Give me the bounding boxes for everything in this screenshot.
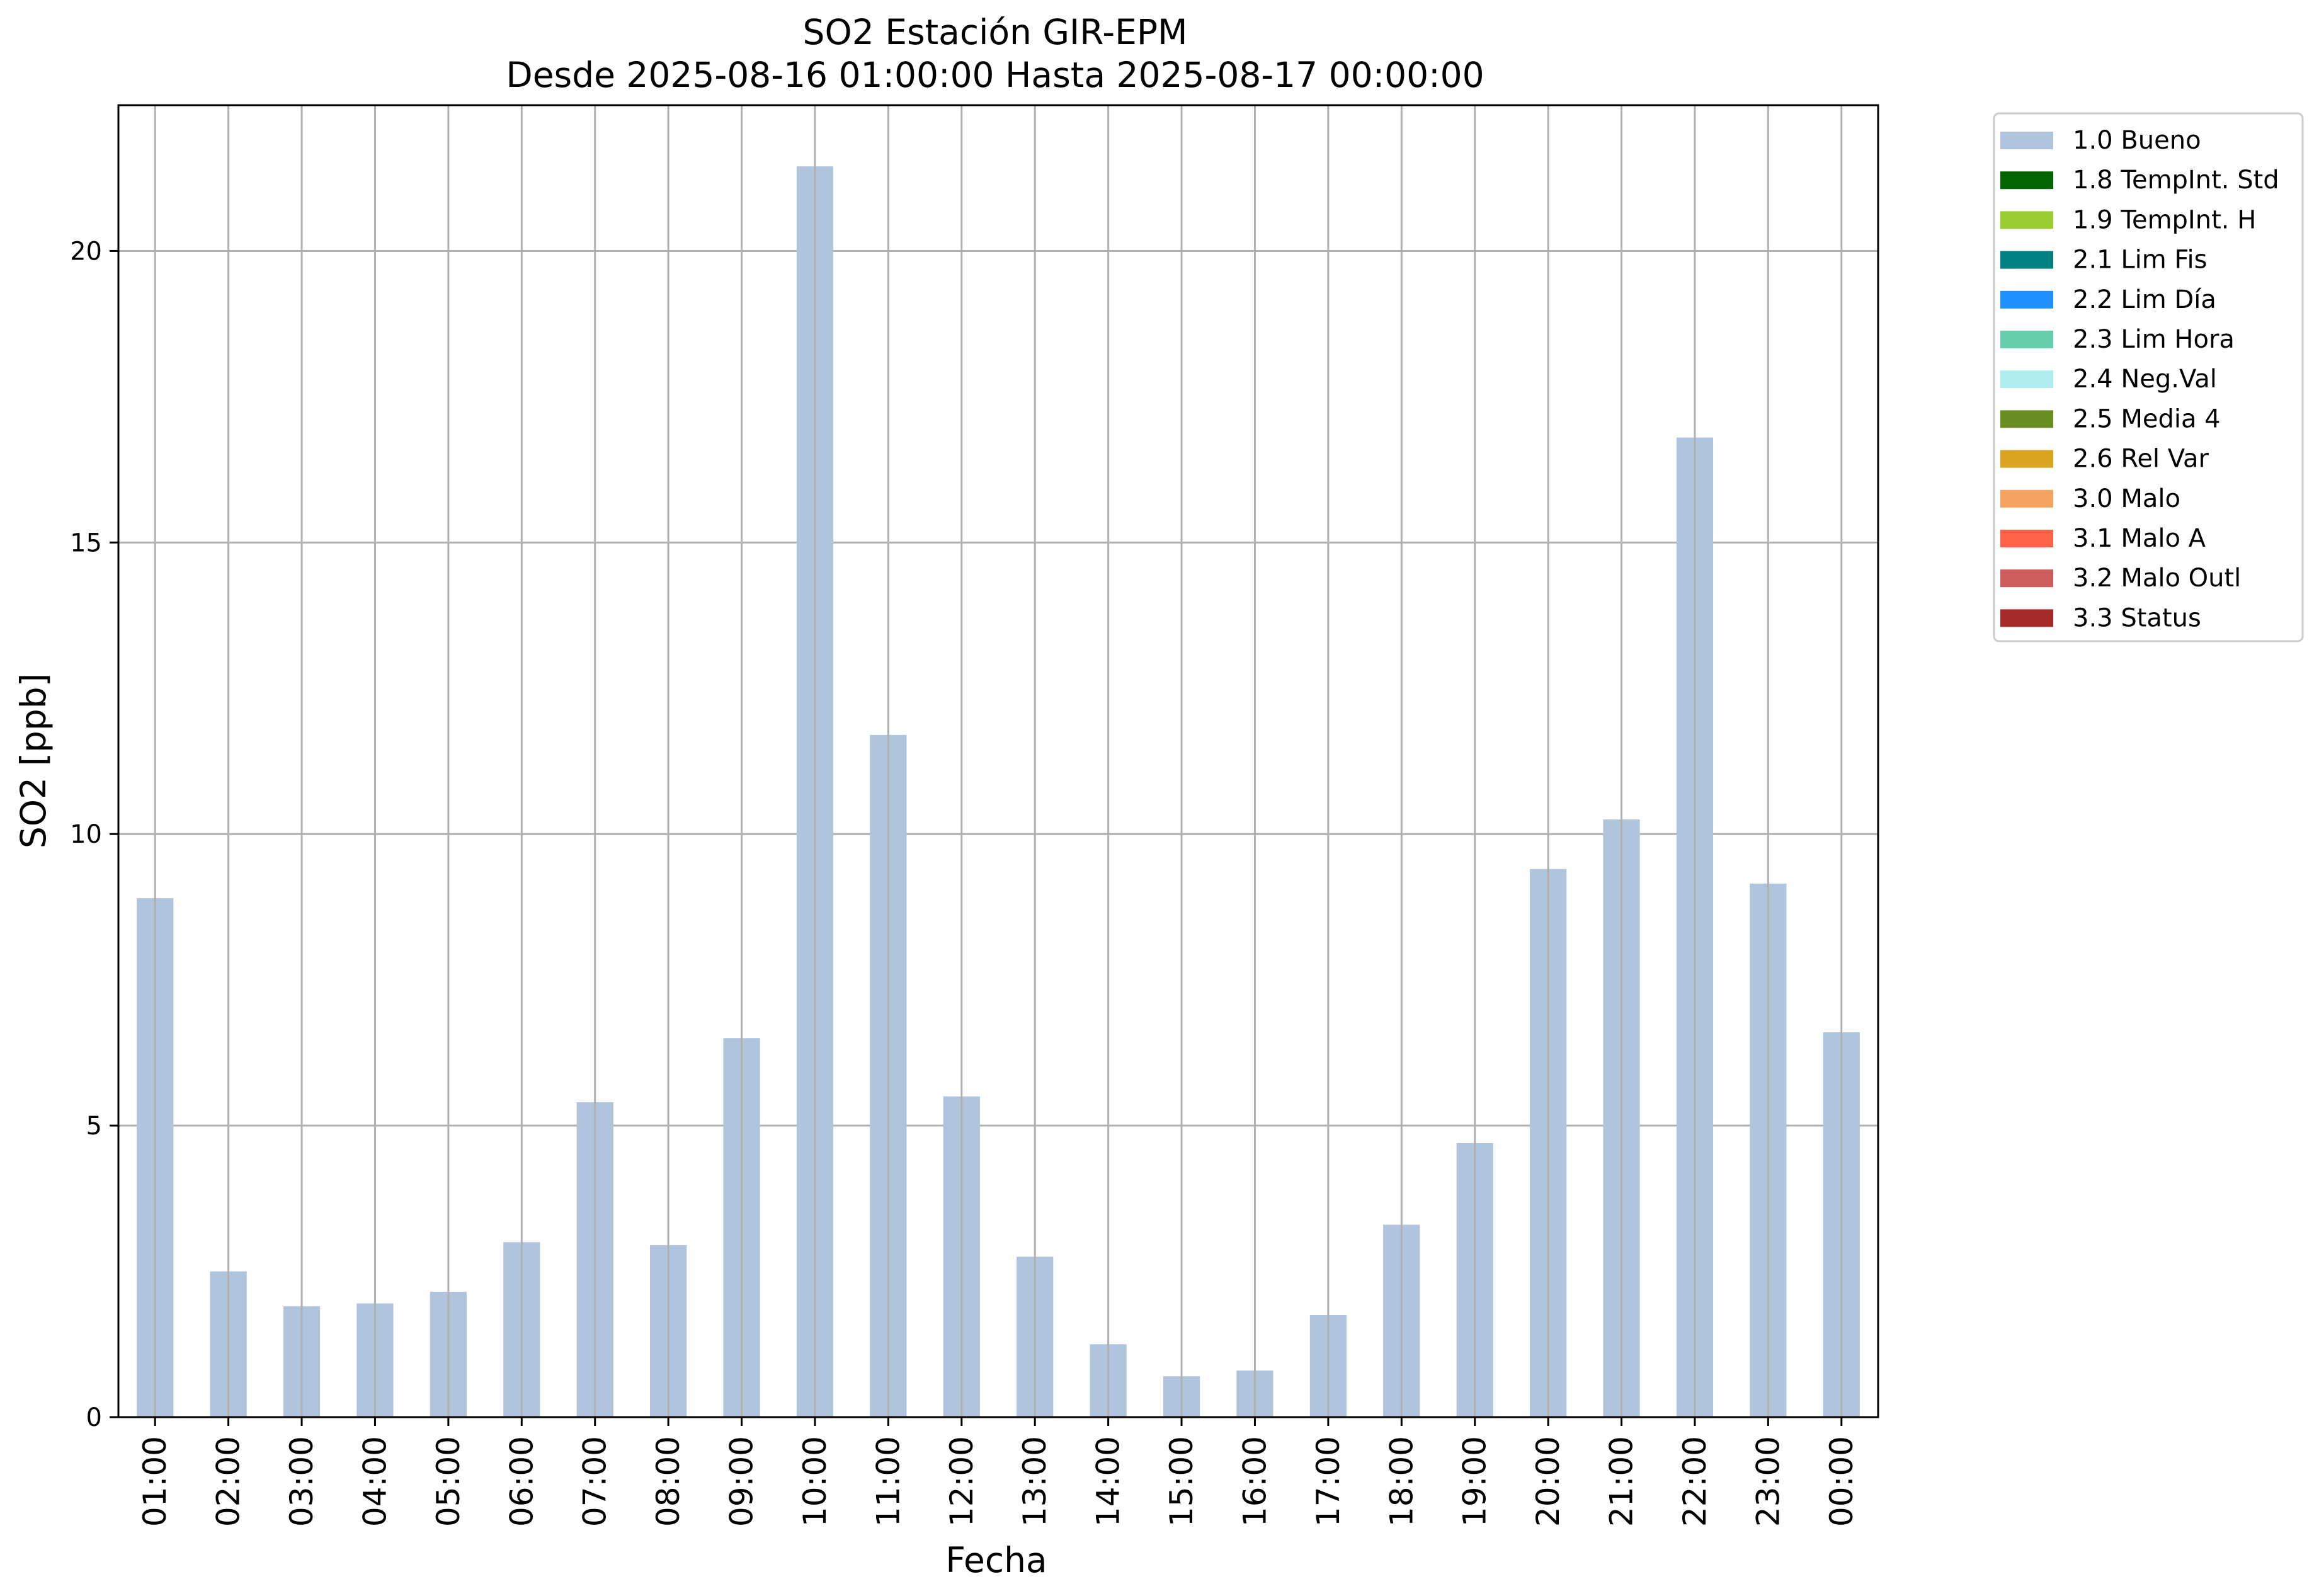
legend: 1.0 Bueno 1.8 TempInt. Std 1.9 TempInt. H 2… — [1993, 112, 2304, 642]
legend-swatch — [2000, 290, 2053, 309]
x-tick-label: 18:00 — [1383, 1436, 1420, 1527]
legend-label: 3.1 Malo A — [2073, 524, 2206, 553]
y-tick-label: 0 — [86, 1403, 102, 1432]
legend-swatch — [2000, 331, 2053, 348]
y-tick-label: 15 — [70, 528, 102, 557]
x-tick-label: 12:00 — [943, 1436, 980, 1527]
legend-frame — [1993, 112, 2304, 642]
legend-swatch — [2000, 211, 2053, 229]
legend-swatch — [2000, 171, 2053, 190]
legend-swatch — [2000, 450, 2053, 468]
x-tick-label: 04:00 — [356, 1436, 393, 1527]
legend-label: 1.0 Bueno — [2073, 126, 2201, 155]
x-grid — [154, 105, 1843, 1417]
legend-swatch — [2000, 410, 2053, 428]
legend-label: 1.8 TempInt. Std — [2073, 166, 2279, 195]
legend-swatch — [2000, 609, 2053, 627]
y-axis: 0 5 10 15 20 — [70, 237, 118, 1432]
legend-items: 1.0 Bueno 1.8 TempInt. Std 1.9 TempInt. H 2… — [2000, 126, 2279, 632]
legend-label: 2.5 Media 4 — [2073, 404, 2221, 433]
x-tick-label: 15:00 — [1163, 1436, 1200, 1527]
y-axis-label: SO2 [ppb] — [13, 673, 54, 848]
legend-label: 1.9 TempInt. H — [2073, 205, 2256, 234]
legend-swatch — [2000, 489, 2053, 508]
legend-swatch — [2000, 251, 2053, 269]
x-tick-label: 05:00 — [430, 1436, 467, 1527]
x-tick-label: 06:00 — [503, 1436, 540, 1527]
x-axis: 01:00 02:00 03:00 04:00 05:00 06:00 07:00 08:00… — [137, 1417, 1860, 1527]
x-tick-label: 08:00 — [650, 1436, 687, 1527]
chart-subtitle: Desde 2025-08-16 01:00:00 Hasta 2025-08-… — [506, 55, 1484, 95]
bars — [137, 166, 1860, 1417]
chart-title: SO2 Estación GIR-EPM — [803, 12, 1188, 52]
y-tick-label: 20 — [70, 237, 102, 266]
legend-label: 3.0 Malo — [2073, 484, 2180, 513]
x-tick-label: 22:00 — [1677, 1436, 1713, 1527]
plot-frame — [117, 104, 1879, 1418]
x-tick-label: 10:00 — [797, 1436, 833, 1527]
legend-swatch — [2000, 370, 2053, 389]
legend-swatch — [2000, 569, 2053, 588]
legend-swatch — [2000, 530, 2053, 547]
legend-label: 2.3 Lim Hora — [2073, 325, 2235, 354]
x-tick-label: 09:00 — [724, 1436, 760, 1527]
x-tick-label: 20:00 — [1530, 1436, 1566, 1527]
x-tick-label: 11:00 — [870, 1436, 906, 1527]
x-tick-label: 00:00 — [1823, 1436, 1860, 1527]
x-axis-label: Fecha — [945, 1540, 1047, 1580]
legend-label: 2.1 Lim Fis — [2073, 246, 2207, 275]
x-tick-label: 17:00 — [1310, 1436, 1347, 1527]
legend-label: 2.2 Lim Día — [2073, 285, 2216, 314]
legend-swatch — [2000, 132, 2053, 149]
legend-label: 2.6 Rel Var — [2073, 445, 2209, 474]
x-tick-label: 01:00 — [137, 1436, 173, 1527]
legend-label: 3.3 Status — [2073, 603, 2201, 632]
x-tick-label: 03:00 — [283, 1436, 320, 1527]
x-tick-label: 23:00 — [1750, 1436, 1786, 1527]
x-tick-label: 19:00 — [1457, 1436, 1493, 1527]
legend-label: 2.4 Neg.Val — [2073, 365, 2217, 394]
legend-label: 3.2 Malo Outl — [2073, 564, 2241, 593]
y-tick-label: 10 — [70, 820, 102, 849]
x-tick-label: 13:00 — [1017, 1436, 1053, 1527]
x-tick-label: 02:00 — [210, 1436, 247, 1527]
x-tick-label: 07:00 — [577, 1436, 613, 1527]
y-tick-label: 5 — [86, 1112, 102, 1141]
x-tick-label: 16:00 — [1236, 1436, 1273, 1527]
x-tick-label: 21:00 — [1604, 1436, 1640, 1527]
x-tick-label: 14:00 — [1090, 1436, 1127, 1527]
